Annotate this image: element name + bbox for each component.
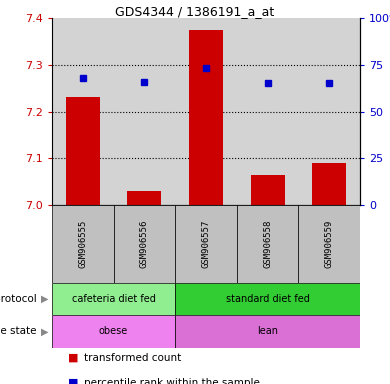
Text: standard diet fed: standard diet fed (226, 294, 310, 304)
Text: transformed count: transformed count (84, 353, 181, 363)
Bar (66, 98, 100, 205)
Text: disease state: disease state (0, 326, 36, 336)
Text: protocol: protocol (0, 294, 36, 304)
Bar (52, 283, 175, 315)
Text: GSM906556: GSM906556 (140, 220, 149, 268)
Bar (113, 205, 175, 283)
Bar (175, 315, 360, 348)
Bar (312, 163, 346, 205)
Bar (175, 205, 237, 283)
Text: GDS4344 / 1386191_a_at: GDS4344 / 1386191_a_at (115, 5, 275, 18)
Text: ▶: ▶ (41, 294, 48, 304)
Bar (298, 205, 360, 283)
Text: GSM906557: GSM906557 (202, 220, 211, 268)
Text: percentile rank within the sample: percentile rank within the sample (84, 378, 260, 384)
Text: GSM906555: GSM906555 (78, 220, 87, 268)
Text: ■: ■ (68, 353, 79, 363)
Bar (175, 283, 360, 315)
Bar (128, 191, 161, 205)
Bar (237, 205, 298, 283)
Text: ■: ■ (68, 378, 79, 384)
Text: GSM906558: GSM906558 (263, 220, 272, 268)
Bar (52, 315, 175, 348)
Text: GSM906559: GSM906559 (325, 220, 334, 268)
Bar (189, 30, 223, 205)
Bar (251, 175, 285, 205)
Text: cafeteria diet fed: cafeteria diet fed (72, 294, 156, 304)
Text: lean: lean (257, 326, 278, 336)
Bar (52, 205, 113, 283)
Text: obese: obese (99, 326, 128, 336)
Text: ▶: ▶ (41, 326, 48, 336)
